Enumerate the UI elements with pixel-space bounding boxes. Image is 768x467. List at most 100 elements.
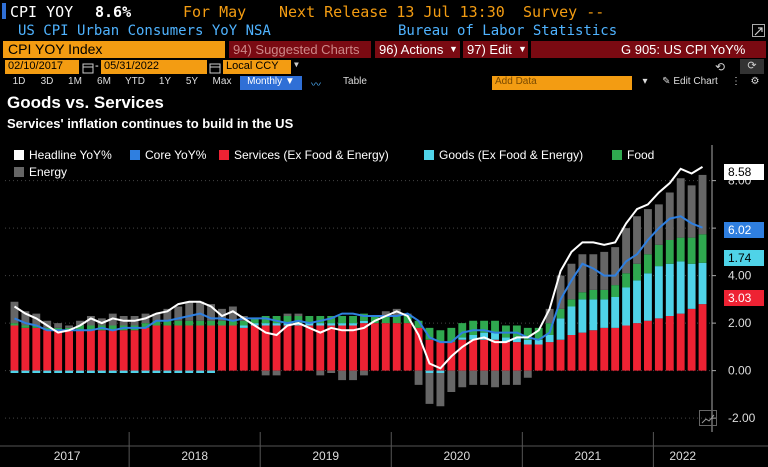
bar-food [294, 316, 303, 324]
legend-item-services[interactable]: Services (Ex Food & Energy) [219, 148, 389, 162]
bar-energy [469, 370, 478, 385]
bar-services [250, 325, 259, 371]
bar-goods [10, 370, 19, 373]
bar-services [469, 339, 478, 371]
line-chart-icon[interactable]: 〰 [311, 80, 321, 91]
bar-energy [327, 370, 336, 373]
range-5y[interactable]: 5Y [185, 76, 199, 87]
bar-energy [676, 178, 685, 238]
suggested-charts-label: 94) Suggested Charts [233, 42, 360, 57]
bar-goods [174, 370, 183, 373]
edit-chart-button[interactable]: ✎ Edit Chart [662, 76, 718, 87]
bar-goods [43, 370, 52, 373]
bar-goods [622, 287, 631, 326]
legend-item-goods[interactable]: Goods (Ex Food & Energy) [424, 148, 583, 162]
edit-label: 97) Edit [467, 42, 512, 57]
expand-icon[interactable] [752, 24, 765, 37]
bar-services [163, 325, 172, 371]
bar-food [338, 316, 347, 324]
bar-services [643, 320, 652, 371]
range-6m[interactable]: 6M [97, 76, 111, 87]
index-name-box[interactable]: CPI YOY Index [3, 41, 225, 58]
range-1d[interactable]: 1D [12, 76, 26, 87]
start-date-field[interactable]: 02/10/2017 [5, 60, 79, 74]
legend-label: Goods (Ex Food & Energy) [439, 148, 584, 162]
line-series [13, 166, 704, 370]
legend-item-headline[interactable]: Headline YoY% [14, 148, 112, 162]
bar-services [54, 330, 63, 371]
date-separator: - [95, 60, 99, 72]
bar-goods [589, 299, 598, 331]
range-1m[interactable]: 1M [68, 76, 82, 87]
bar-food [643, 254, 652, 274]
legend-label: Headline YoY% [29, 148, 112, 162]
range-1y[interactable]: 1Y [158, 76, 172, 87]
more-options-icon[interactable]: ⋮ [731, 76, 741, 87]
bar-energy [294, 313, 303, 316]
zoom-chart-icon[interactable] [699, 410, 717, 426]
bar-services [174, 325, 183, 371]
y-tick-label: 0.00 [728, 364, 752, 378]
bar-services [65, 330, 74, 371]
bar-energy [458, 370, 467, 388]
bar-food [43, 327, 52, 331]
suggested-charts-button[interactable]: 94) Suggested Charts [229, 41, 371, 58]
bar-goods [163, 370, 172, 373]
bar-goods [97, 370, 106, 373]
chevron-down-icon[interactable]: ▾ [642, 76, 648, 87]
bar-energy [436, 373, 445, 407]
bar-food [698, 234, 707, 263]
currency-select[interactable]: Local CCY [223, 60, 291, 74]
bar-food [567, 299, 576, 307]
range-max[interactable]: Max [212, 76, 232, 87]
bar-goods [196, 370, 205, 373]
legend-item-energy[interactable]: Energy [14, 165, 67, 179]
chevron-down-icon[interactable]: ▼ [294, 60, 299, 69]
bar-energy [512, 370, 521, 385]
bar-goods [76, 370, 84, 373]
bar-goods [65, 370, 74, 373]
bar-services [218, 325, 226, 371]
table-button[interactable]: Table [343, 76, 367, 87]
bar-goods [491, 332, 499, 340]
add-data-field[interactable]: Add Data [492, 76, 632, 90]
bar-services [611, 327, 620, 371]
bar-services [32, 327, 41, 371]
bar-services [283, 325, 292, 371]
bar-goods [676, 261, 685, 314]
bar-series [10, 174, 707, 407]
range-3d[interactable]: 3D [40, 76, 54, 87]
bar-food [152, 320, 161, 326]
calendar-icon[interactable] [209, 60, 221, 74]
bar-food [141, 323, 150, 328]
bar-energy [447, 370, 456, 392]
settings-gear-icon[interactable]: ⚙ [750, 76, 760, 87]
period-label: For May [183, 3, 247, 21]
bar-food [86, 325, 95, 331]
legend-item-core[interactable]: Core YoY% [130, 148, 206, 162]
bar-goods [458, 337, 467, 340]
x-tick-label: 2017 [54, 449, 81, 463]
edit-button[interactable]: 97) Edit ▼ [463, 41, 528, 58]
bar-energy [10, 301, 19, 324]
bar-goods [665, 263, 674, 316]
bar-food [108, 325, 117, 331]
bar-food [425, 327, 434, 340]
bar-food [545, 323, 554, 335]
undo-icon[interactable]: ⟲ [715, 60, 726, 74]
end-date-field[interactable]: 05/31/2022 [101, 60, 207, 74]
calendar-icon[interactable] [82, 60, 94, 74]
bar-services [381, 323, 390, 371]
range-ytd[interactable]: YTD [125, 76, 145, 87]
bar-energy [578, 254, 587, 293]
bar-services [261, 325, 270, 371]
index-name: CPI YOY Index [8, 41, 103, 57]
actions-button[interactable]: 96) Actions ▼ [375, 41, 460, 58]
ticker[interactable]: CPI YOY [10, 3, 74, 21]
legend-item-food[interactable]: Food [612, 148, 654, 162]
frequency-select[interactable]: Monthly ▼ [240, 76, 302, 90]
bar-goods [130, 370, 139, 373]
bar-services [97, 330, 106, 371]
refresh-icon[interactable]: ⟳ [740, 59, 764, 74]
